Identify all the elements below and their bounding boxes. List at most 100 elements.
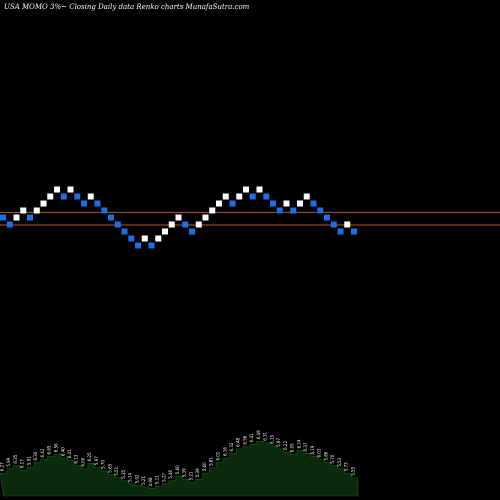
down-brick xyxy=(229,200,236,207)
volume-label: 6.16 xyxy=(222,447,227,456)
volume-label: 6.27 xyxy=(0,462,5,471)
volume-label: 5.60 xyxy=(175,465,180,474)
chart-title: USA MOMO 3%~ Closing Daily data Renko ch… xyxy=(4,3,250,11)
up-brick xyxy=(162,228,168,235)
volume-label: 6.13 xyxy=(74,454,79,463)
down-brick xyxy=(121,228,128,235)
down-brick xyxy=(60,193,67,200)
down-brick xyxy=(27,214,33,221)
volume-label: 5.51 xyxy=(114,466,119,475)
volume-label: 6.17 xyxy=(20,459,25,468)
up-brick xyxy=(40,200,47,207)
down-brick xyxy=(290,207,297,214)
volume-label: 6.41 xyxy=(67,449,72,458)
down-brick xyxy=(114,221,121,228)
up-brick xyxy=(303,193,310,200)
down-brick xyxy=(128,235,135,242)
volume-label: 5.70 xyxy=(101,460,106,469)
up-brick xyxy=(33,207,40,214)
up-brick xyxy=(155,235,162,242)
volume-label: 5.55 xyxy=(351,466,356,475)
up-brick xyxy=(283,200,290,207)
down-brick xyxy=(351,228,357,235)
up-brick xyxy=(297,200,303,207)
down-brick xyxy=(270,200,276,207)
up-brick xyxy=(202,214,209,221)
up-brick xyxy=(175,214,182,221)
up-brick xyxy=(344,221,351,228)
volume-label: 6.65 xyxy=(47,445,52,454)
volume-label: 5.21 xyxy=(141,476,146,485)
down-brick xyxy=(330,221,337,228)
down-brick xyxy=(108,214,114,221)
volume-label: 6.19 xyxy=(310,445,315,454)
up-brick xyxy=(47,193,54,200)
volume-label: 5.65 xyxy=(108,463,113,472)
volume-label: 6.41 xyxy=(249,433,254,442)
volume-label: 5.81 xyxy=(209,457,214,466)
volume-label: 5.27 xyxy=(162,472,167,481)
volume-label: 5.73 xyxy=(344,462,349,471)
volume-label: 6.31 xyxy=(263,431,268,440)
up-brick xyxy=(216,200,222,207)
up-brick xyxy=(256,186,263,193)
down-brick xyxy=(148,242,155,249)
volume-label: 6.56 xyxy=(243,435,248,444)
up-brick xyxy=(87,193,94,200)
up-brick xyxy=(141,235,148,242)
volume-label: 5.35 xyxy=(121,469,126,478)
volume-label: 4.98 xyxy=(148,477,153,486)
volume-label: 6.49 xyxy=(256,430,261,439)
volume-label: 5.21 xyxy=(189,471,194,480)
down-brick xyxy=(324,214,330,221)
down-brick xyxy=(94,200,101,207)
volume-label: 5.99 xyxy=(6,457,11,466)
down-brick xyxy=(263,193,270,200)
volume-label: 5.11 xyxy=(155,475,160,484)
up-brick xyxy=(195,221,202,228)
up-brick xyxy=(54,186,60,193)
volume-label: 6.22 xyxy=(283,441,288,450)
volume-label: 5.14 xyxy=(128,472,133,481)
volume-label: 6.30 xyxy=(33,451,38,460)
down-brick xyxy=(310,200,317,207)
volume-label: 5.02 xyxy=(135,474,140,483)
volume-label: 6.32 xyxy=(229,442,234,451)
volume-label: 5.70 xyxy=(330,454,335,463)
down-brick xyxy=(182,221,189,228)
volume-label: 6.42 xyxy=(40,448,45,457)
volume-label: 5.91 xyxy=(27,456,32,465)
volume-label: 6.05 xyxy=(290,443,295,452)
volume-area xyxy=(0,440,359,497)
up-brick xyxy=(67,186,74,193)
volume-label: 6.01 xyxy=(216,451,221,460)
volume-label: 6.03 xyxy=(317,448,322,457)
volume-label: 5.86 xyxy=(324,451,329,460)
down-brick xyxy=(81,200,87,207)
volume-label: 6.56 xyxy=(54,443,59,452)
down-brick xyxy=(135,242,141,249)
up-brick xyxy=(243,186,249,193)
up-brick xyxy=(222,193,229,200)
down-brick xyxy=(276,207,283,214)
volume-label: 6.24 xyxy=(297,439,302,448)
up-brick xyxy=(209,207,216,214)
down-brick xyxy=(74,193,81,200)
volume-label: 5.60 xyxy=(202,462,207,471)
volume-label: 6.00 xyxy=(81,457,86,466)
up-brick xyxy=(168,221,175,228)
volume-label: 6.15 xyxy=(270,434,275,443)
volume-label: 5.97 xyxy=(276,438,281,447)
volume-label: 5.46 xyxy=(168,469,173,478)
up-brick xyxy=(13,214,20,221)
down-brick xyxy=(101,207,108,214)
down-brick xyxy=(337,228,344,235)
volume-label: 6.37 xyxy=(303,442,308,451)
volume-label: 5.97 xyxy=(94,456,99,465)
volume-label: 6.35 xyxy=(13,454,18,463)
volume-label: 5.53 xyxy=(337,457,342,466)
down-brick xyxy=(0,214,6,221)
down-brick xyxy=(317,207,324,214)
volume-label: 5.39 xyxy=(182,468,187,477)
